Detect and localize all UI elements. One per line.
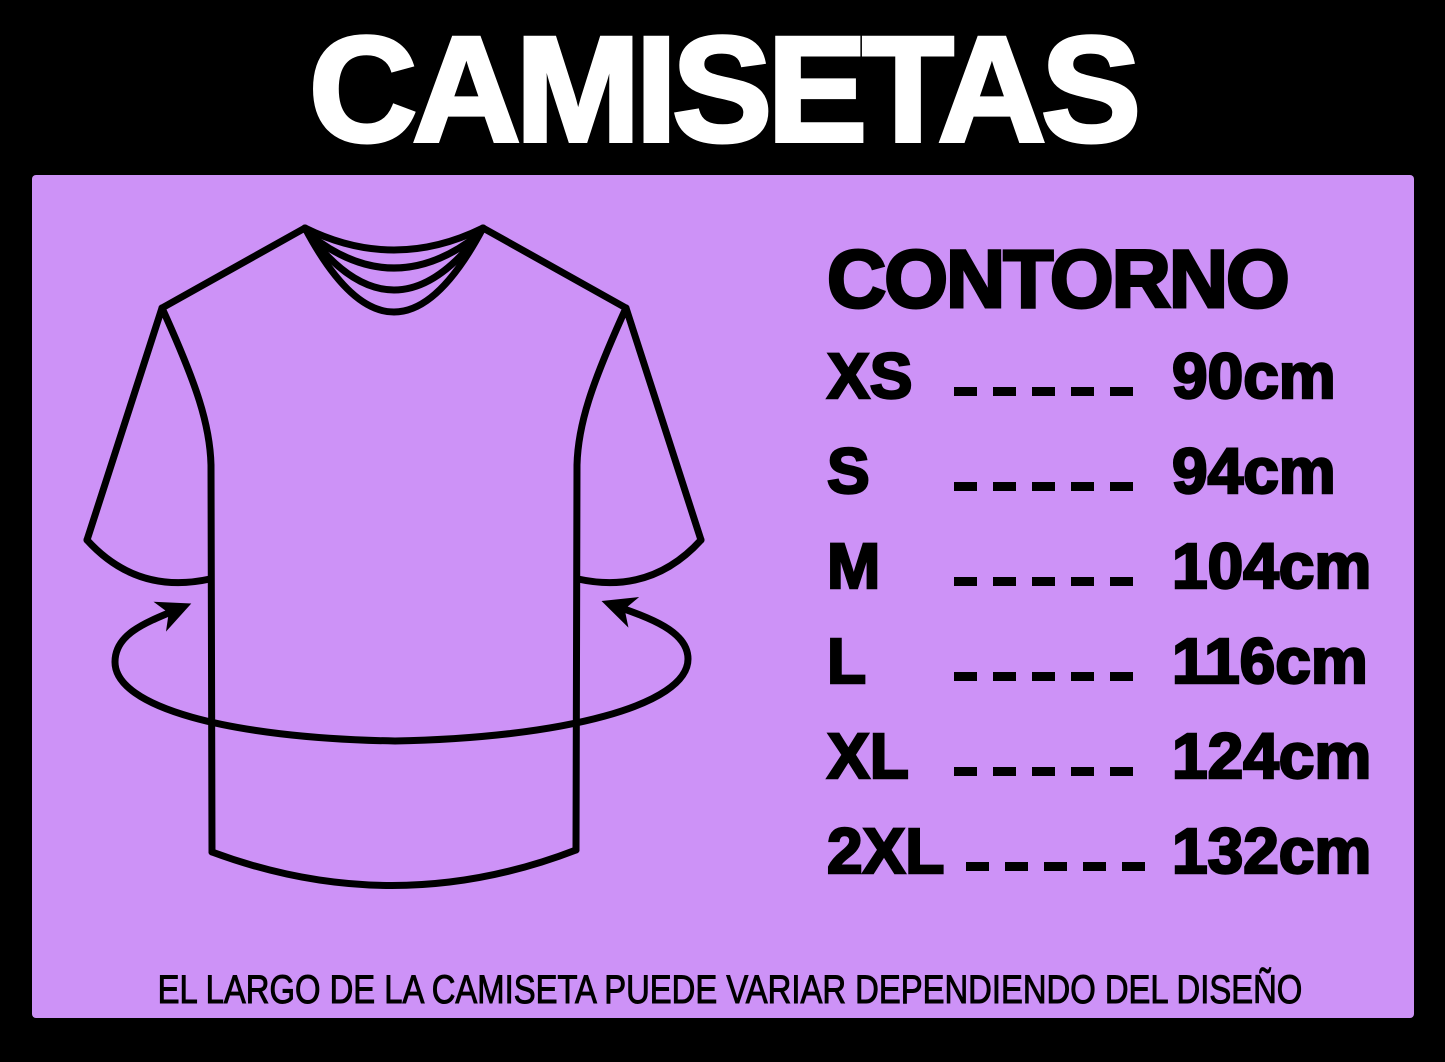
right-armhole-and-side (572, 304, 630, 854)
size-label: L (826, 625, 868, 697)
size-value: 132cm (1171, 815, 1373, 887)
size-row-l: L 116cm (826, 625, 1412, 697)
dotted-leader (954, 672, 1146, 681)
right-sleeve-outer (622, 304, 705, 544)
size-label: S (826, 435, 871, 507)
length-disclaimer-text: EL LARGO DE LA CAMISETA PUEDE VARIAR DEP… (157, 968, 1303, 1012)
size-value: 94cm (1171, 435, 1337, 507)
dotted-leader (966, 862, 1146, 871)
size-row-xl: XL 124cm (826, 720, 1412, 792)
size-label: XS (826, 340, 914, 412)
collar-rib-2 (306, 231, 482, 272)
size-value: 90cm (1171, 340, 1337, 412)
dotted-leader (954, 482, 1146, 491)
size-label: XL (826, 720, 910, 792)
size-row-s: S 94cm (826, 435, 1412, 507)
length-disclaimer: EL LARGO DE LA CAMISETA PUEDE VARIAR DEP… (32, 968, 1414, 1012)
chest-measurement-arrow-icon (111, 597, 692, 745)
size-label: M (826, 530, 882, 602)
tshirt-outline-icon (83, 224, 705, 889)
size-row-xs: XS 90cm (826, 340, 1412, 412)
bottom-hem-curve (208, 846, 580, 889)
right-sleeve-cuff (574, 536, 705, 587)
contorno-size-list: CONTORNO XS 90cm S 94cm M 104cm L 116cm … (826, 234, 1412, 914)
left-sleeve-outer (83, 304, 166, 544)
size-row-m: M 104cm (826, 530, 1412, 602)
collar-rib-1 (301, 224, 487, 254)
dotted-leader (954, 577, 1146, 586)
size-label: 2XL (826, 815, 946, 887)
right-shoulder-line (479, 224, 630, 312)
size-chart-panel: CONTORNO XS 90cm S 94cm M 104cm L 116cm … (32, 175, 1414, 1018)
dotted-leader (954, 387, 1146, 396)
tshirt-illustration (83, 224, 705, 889)
left-armhole-and-side (158, 304, 216, 856)
dotted-leader (954, 767, 1146, 776)
page-title: CAMISETAS (307, 5, 1143, 173)
size-row-2xl: 2XL 132cm (826, 815, 1412, 887)
left-sleeve-cuff (83, 536, 214, 587)
left-shoulder-line (158, 224, 309, 312)
collar-rib-3 (316, 244, 472, 294)
size-value: 116cm (1171, 625, 1369, 697)
size-value: 124cm (1171, 720, 1373, 792)
size-value: 104cm (1171, 530, 1373, 602)
contorno-heading: CONTORNO (826, 234, 1292, 325)
collar-outer-curve (301, 224, 487, 316)
